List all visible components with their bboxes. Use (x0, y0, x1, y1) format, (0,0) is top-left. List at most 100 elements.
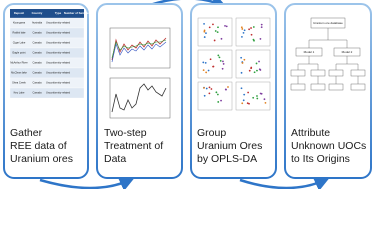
step-caption: Uranium ores (10, 153, 73, 165)
dot (208, 86, 211, 89)
step-caption: Data (104, 153, 126, 165)
table-cell: Unconformity-related (46, 31, 71, 35)
table-cell: Canada (32, 61, 42, 65)
dot (243, 93, 246, 96)
step-caption: Gather (10, 127, 43, 139)
tree-root: Uranium ore database (313, 21, 343, 25)
step-caption: to Its Origins (291, 153, 350, 165)
dot (221, 67, 224, 70)
dot (263, 98, 266, 101)
dot (212, 65, 215, 68)
dot (243, 29, 246, 32)
dot (243, 58, 246, 61)
table: Deposit Country Type Number of Samples Koong… (9, 9, 91, 99)
dot (227, 86, 229, 88)
table-cell: Unconformity-related (46, 41, 71, 45)
dot (203, 94, 206, 97)
arrow (39, 177, 135, 189)
table-cell: Unconformity-related (46, 81, 71, 85)
table-cell: Canada (32, 81, 42, 85)
table-cell: Unconformity-related (46, 21, 71, 25)
dot (217, 26, 219, 29)
dot (242, 99, 245, 102)
table-cell: Eagle point (13, 51, 26, 55)
dot (203, 36, 206, 38)
step-caption: by OPLS-DA (197, 153, 257, 165)
scatter-plots (197, 17, 271, 111)
table-cell: Unconformity-related (46, 51, 71, 55)
dot (248, 69, 251, 72)
table-cell: Key Lake (14, 91, 25, 95)
dot (218, 56, 221, 59)
dot (222, 60, 224, 63)
panel (190, 3, 277, 179)
dot (252, 38, 255, 41)
table-cell: Rabbit lake (13, 31, 27, 35)
dot (204, 62, 207, 64)
dot (205, 87, 208, 90)
dot (241, 36, 243, 38)
step-caption: Unknown UOCs (291, 140, 366, 152)
table-cell: Shea Creek (12, 81, 26, 85)
dot (259, 69, 262, 71)
step-caption: Group (197, 127, 226, 139)
table-cell: McClean lake (11, 71, 27, 75)
table-cell: Unconformity-related (46, 61, 71, 65)
dot (208, 92, 211, 95)
dot (241, 102, 244, 105)
dot (217, 54, 220, 57)
dot (203, 87, 205, 89)
table-header (10, 9, 84, 18)
header-cell: Type (55, 11, 62, 15)
table-cell: Australia (32, 21, 43, 25)
table-cell: Unconformity-related (46, 71, 71, 75)
dot (247, 91, 250, 94)
dot (224, 88, 227, 91)
dot (208, 26, 211, 29)
figure: Deposit Country Type Number of Samples Koong… (3, 0, 372, 189)
dot (207, 69, 210, 72)
table-cell: Cigar Lake (13, 41, 26, 45)
table-cell: Canada (32, 41, 42, 45)
dot (250, 66, 253, 69)
dot (216, 93, 219, 96)
dot (260, 23, 263, 26)
dot (215, 91, 218, 94)
dot (224, 24, 226, 27)
step-caption: Uranium Ores (197, 140, 262, 152)
dot (225, 25, 228, 28)
arrow (149, 0, 227, 9)
dot (255, 62, 258, 65)
dot (214, 30, 217, 32)
dot (240, 87, 243, 90)
dot (246, 102, 249, 105)
dot (250, 33, 253, 36)
dot (210, 88, 213, 90)
dot (260, 92, 263, 95)
dot (240, 56, 243, 59)
arrow (239, 177, 330, 189)
dot (213, 39, 216, 42)
table-cell: Canada (32, 91, 42, 95)
table-cell: Canada (32, 51, 42, 55)
step-caption: Treatment of (104, 140, 163, 152)
dot (256, 95, 258, 97)
dot (259, 38, 262, 40)
dot (252, 96, 255, 99)
dot (220, 99, 222, 102)
dot (217, 101, 220, 103)
dot (205, 32, 207, 34)
dot (220, 37, 223, 40)
step-caption: Two-step (104, 127, 147, 139)
dot (240, 26, 243, 29)
dot (205, 71, 208, 74)
dot (202, 69, 205, 71)
dot (256, 97, 259, 100)
dot (253, 71, 256, 74)
decision-tree (290, 17, 366, 91)
dot (250, 27, 252, 29)
dot (203, 30, 206, 33)
dot (209, 58, 212, 61)
dot (242, 32, 245, 34)
step-caption: REE data of (10, 140, 67, 152)
